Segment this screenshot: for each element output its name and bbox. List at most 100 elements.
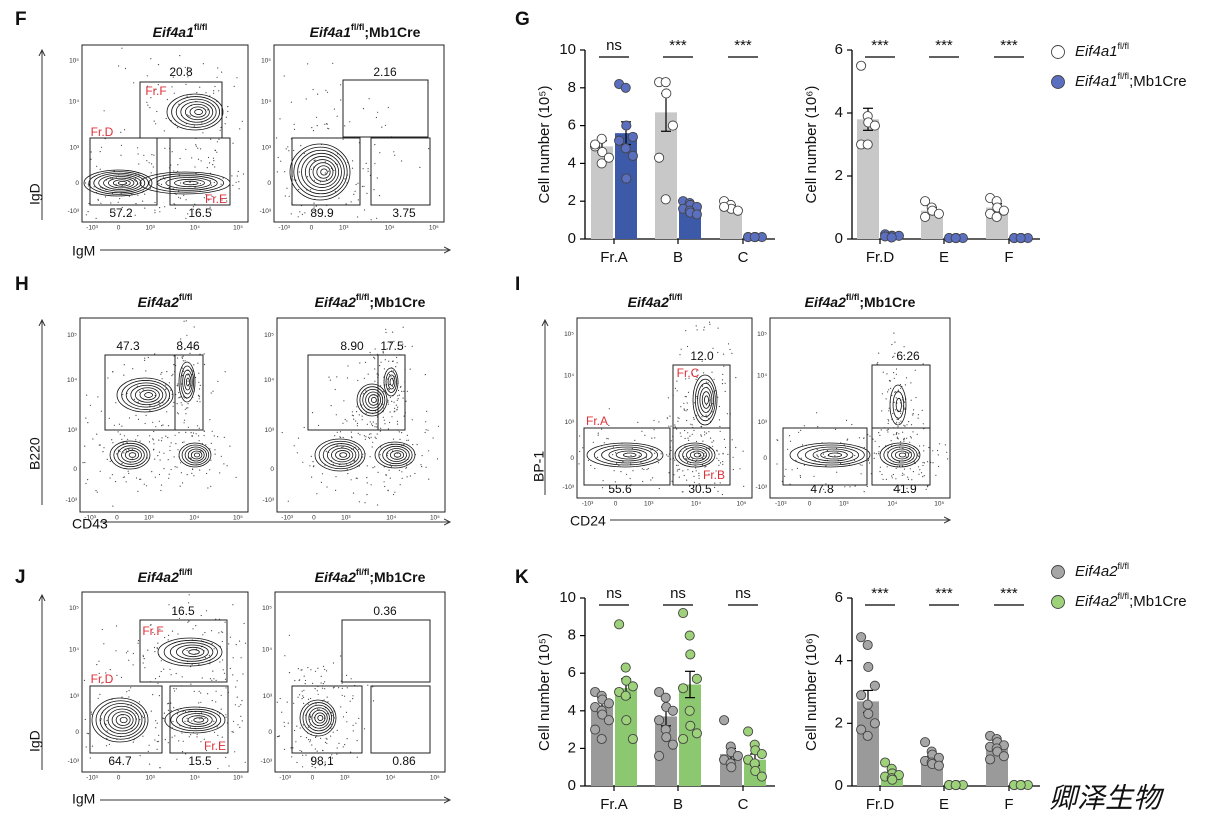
title-gene: Eif4a2 (315, 569, 356, 585)
data-point (743, 726, 754, 737)
event-dot (317, 667, 319, 669)
event-dot (109, 681, 111, 684)
event-dot (152, 449, 155, 451)
event-dot (371, 425, 374, 427)
event-dot (189, 726, 191, 728)
event-dot (145, 370, 147, 372)
contour (789, 442, 871, 468)
event-dot (350, 431, 352, 433)
event-dot (174, 434, 176, 436)
event-dot (195, 144, 197, 146)
event-dot (128, 472, 130, 474)
event-dot (215, 690, 217, 692)
event-dot (367, 170, 369, 172)
event-dot (284, 655, 286, 657)
event-dot (406, 463, 408, 465)
data-point (678, 733, 689, 745)
event-dot (582, 447, 584, 449)
event-dot (84, 461, 86, 464)
event-dot (180, 340, 182, 342)
event-dot (164, 739, 166, 741)
event-dot (701, 458, 704, 460)
event-dot (203, 197, 205, 199)
event-dot (717, 396, 719, 398)
event-dot (121, 425, 123, 427)
x-tick-label: 10⁵ (233, 775, 243, 782)
contour (368, 394, 379, 406)
contour (308, 159, 337, 185)
event-dot (703, 326, 705, 328)
event-dot (101, 682, 103, 684)
contour (181, 713, 213, 727)
event-dot (156, 741, 158, 743)
event-dot (147, 104, 149, 106)
data-point (920, 211, 931, 222)
event-dot (356, 422, 359, 424)
event-dot (214, 149, 216, 152)
event-dot (138, 163, 140, 165)
y-axis-label: IgD (27, 183, 43, 205)
event-dot (370, 484, 372, 486)
event-dot (178, 397, 180, 399)
event-dot (917, 414, 920, 416)
event-dot (113, 424, 115, 426)
event-dot (192, 468, 194, 471)
event-dot (903, 440, 905, 442)
event-dot (896, 432, 898, 434)
event-dot (223, 436, 225, 438)
event-dot (155, 426, 157, 428)
event-dot (99, 151, 101, 153)
event-dot (402, 343, 404, 345)
event-dot (176, 127, 179, 129)
event-dot (104, 196, 107, 198)
event-dot (392, 331, 394, 333)
event-dot (816, 455, 819, 457)
event-dot (207, 693, 209, 695)
event-dot (395, 404, 397, 406)
event-dot (579, 435, 581, 437)
x-tick-label: 10⁴ (386, 515, 396, 522)
event-dot (172, 373, 174, 375)
event-dot (938, 443, 941, 445)
contour (116, 377, 174, 413)
event-dot (225, 197, 227, 199)
event-dot (409, 368, 411, 370)
event-dot (887, 418, 889, 421)
event-dot (936, 449, 939, 452)
contour (93, 172, 146, 194)
event-dot (328, 376, 330, 378)
event-dot (874, 440, 876, 442)
x-tick-label: Fr.D (866, 249, 894, 266)
event-dot (684, 395, 686, 398)
contour (107, 708, 137, 732)
event-dot (137, 194, 139, 196)
event-dot (87, 479, 89, 481)
event-dot (368, 437, 371, 439)
event-dot (236, 77, 238, 79)
event-dot (90, 151, 92, 153)
event-dot (825, 483, 827, 485)
event-dot (123, 364, 125, 366)
event-dot (836, 471, 838, 473)
event-dot (315, 116, 318, 118)
data-point (732, 750, 743, 761)
contour (124, 449, 140, 461)
event-dot (139, 440, 141, 442)
contour (194, 109, 204, 115)
contour (820, 450, 848, 460)
event-dot (685, 410, 687, 412)
data-point (750, 765, 761, 777)
data-point (654, 750, 665, 761)
event-dot (290, 747, 292, 749)
event-dot (387, 428, 389, 430)
event-dot (336, 376, 338, 378)
event-dot (177, 710, 179, 712)
event-dot (321, 473, 324, 475)
event-dot (99, 693, 101, 696)
event-dot (90, 711, 92, 713)
event-dot (368, 436, 370, 438)
event-dot (897, 438, 899, 440)
event-dot (615, 452, 617, 454)
y-tick-label: 0 (75, 180, 79, 187)
event-dot (188, 594, 190, 596)
